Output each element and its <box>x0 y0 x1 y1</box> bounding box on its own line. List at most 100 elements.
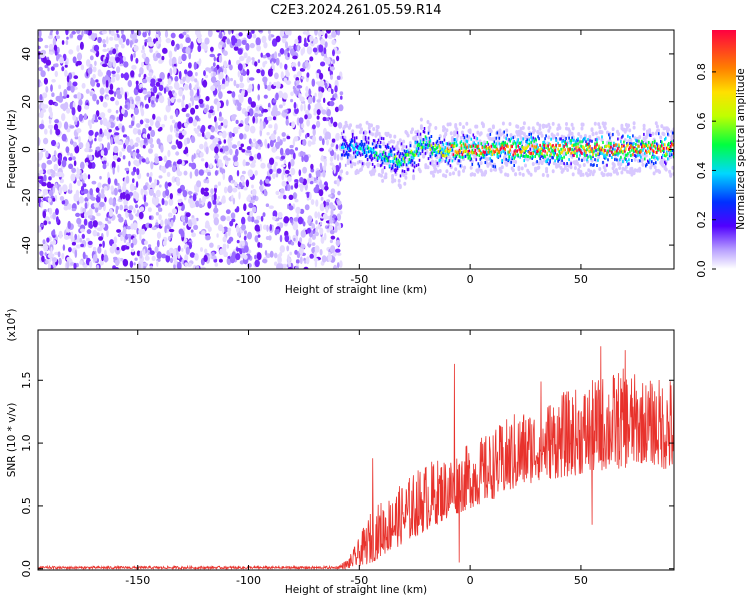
noise-speck <box>300 243 305 250</box>
noise-speck <box>190 200 194 204</box>
ridge-halo <box>660 124 664 129</box>
ridge-cell <box>476 153 479 157</box>
ridge-cell <box>388 164 391 168</box>
noise-speck <box>151 226 157 231</box>
ridge-halo <box>561 168 565 173</box>
noise-speck <box>183 138 188 146</box>
noise-speck <box>282 92 288 100</box>
noise-speck <box>311 234 316 240</box>
ridge-cell <box>430 151 433 155</box>
noise-speck <box>74 233 78 240</box>
noise-speck <box>337 213 341 220</box>
ridge-cell <box>519 150 521 154</box>
ridge-cell <box>510 160 512 164</box>
noise-speck <box>193 153 196 160</box>
ridge-cell <box>586 153 588 157</box>
noise-speck <box>75 173 81 179</box>
noise-speck <box>182 190 188 198</box>
noise-speck <box>256 68 261 74</box>
noise-speck <box>207 30 213 38</box>
noise-speck <box>273 252 278 259</box>
noise-speck <box>237 140 241 147</box>
noise-speck <box>99 142 103 150</box>
noise-speck <box>324 33 328 39</box>
noise-speck <box>302 166 307 174</box>
ridge-halo <box>568 129 572 134</box>
ridge-cell <box>593 149 595 153</box>
ridge-cell <box>374 145 377 149</box>
ridge-cell <box>584 136 586 140</box>
ridge-cell <box>573 143 575 147</box>
noise-speck <box>177 199 182 204</box>
noise-speck <box>269 157 275 165</box>
noise-speck <box>194 104 199 110</box>
noise-speck <box>284 169 290 175</box>
noise-speck <box>312 135 317 143</box>
noise-speck <box>107 177 111 185</box>
snr-series <box>38 346 674 570</box>
ridge-cell <box>606 163 608 167</box>
noise-speck <box>50 253 55 258</box>
noise-speck <box>292 222 298 231</box>
ridge-cell <box>670 144 672 148</box>
ridge-cell <box>448 142 451 146</box>
ridge-cell <box>410 149 413 153</box>
noise-speck <box>103 129 108 137</box>
noise-speck <box>269 224 272 231</box>
ridge-cell <box>456 150 459 154</box>
ridge-cell <box>641 142 643 146</box>
noise-speck <box>303 154 309 163</box>
ridge-cell <box>639 159 641 163</box>
ridge-halo <box>445 128 449 133</box>
noise-speck <box>254 259 260 268</box>
noise-speck <box>74 145 80 154</box>
ridge-cell <box>393 168 396 172</box>
ridge-cell <box>479 152 482 156</box>
ridge-cell <box>348 143 351 147</box>
ridge-cell <box>416 140 419 144</box>
noise-speck <box>173 81 179 90</box>
ridge-cell <box>611 150 613 154</box>
noise-speck <box>67 220 71 230</box>
noise-speck <box>176 176 180 183</box>
ridge-cell <box>503 146 505 150</box>
noise-speck <box>315 170 321 178</box>
ridge-cell <box>519 155 521 159</box>
ridge-cell <box>382 150 385 154</box>
ridge-cell <box>410 155 413 159</box>
noise-speck <box>134 142 139 147</box>
ridge-halo <box>597 136 601 141</box>
ridge-cell <box>597 152 599 156</box>
noise-speck <box>125 246 130 250</box>
noise-speck <box>265 178 270 184</box>
ridge-cell <box>454 149 457 153</box>
ridge-cell <box>467 145 470 149</box>
noise-speck <box>224 145 229 152</box>
ridge-cell <box>601 146 603 150</box>
noise-speck <box>129 183 135 192</box>
ridge-cell <box>362 145 365 149</box>
noise-speck <box>122 134 128 138</box>
noise-speck <box>94 60 97 66</box>
ridge-halo <box>578 164 582 169</box>
noise-speck <box>55 208 59 216</box>
ridge-cell <box>363 144 366 148</box>
ridge-halo <box>524 163 527 168</box>
noise-speck <box>116 93 123 100</box>
noise-speck <box>163 87 167 94</box>
noise-speck <box>129 39 133 48</box>
noise-speck <box>285 71 290 78</box>
ridge-cell <box>636 150 638 154</box>
ridge-cell <box>399 174 402 178</box>
ridge-halo <box>445 169 449 174</box>
noise-speck <box>310 163 314 170</box>
noise-speck <box>97 246 102 254</box>
noise-speck <box>323 97 326 104</box>
ridge-cell <box>452 153 455 157</box>
noise-speck <box>315 184 320 191</box>
noise-speck <box>204 212 210 216</box>
noise-speck <box>41 182 47 187</box>
ridge-cell <box>613 152 615 156</box>
noise-speck <box>158 95 165 104</box>
noise-speck <box>71 30 76 35</box>
